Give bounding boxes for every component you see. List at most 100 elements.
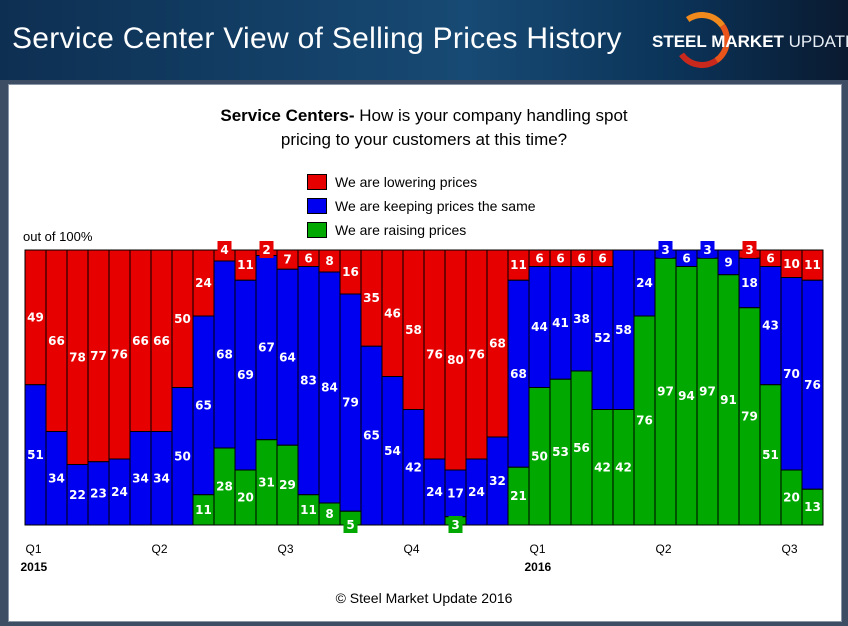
x-tick-label: Q2 (655, 542, 672, 556)
data-label-raising: 13 (804, 500, 821, 514)
data-label-raising: 79 (741, 409, 758, 423)
data-label-lowering: 66 (153, 334, 170, 348)
data-label-raising: 42 (615, 460, 632, 474)
data-label-same: 69 (237, 368, 254, 382)
legend-swatch-raising (307, 222, 327, 238)
data-label-lowering: 80 (447, 353, 464, 367)
data-label-same: 67 (258, 341, 275, 355)
data-label-same: 64 (279, 350, 296, 364)
data-label-same: 23 (90, 486, 107, 500)
legend-label-same: We are keeping prices the same (335, 198, 536, 214)
data-label-raising: 53 (552, 445, 569, 459)
data-label-lowering: 77 (90, 349, 107, 363)
data-label-raising: 97 (657, 385, 674, 399)
data-label-same: 6 (682, 251, 690, 265)
data-label-lowering: 58 (405, 323, 422, 337)
data-label-lowering: 35 (363, 291, 380, 305)
data-label-raising: 31 (258, 475, 275, 489)
data-label-raising: 56 (573, 441, 590, 455)
data-label-lowering: 78 (69, 350, 86, 364)
data-label-box-lowering (217, 241, 232, 258)
data-label-lowering: 7 (283, 253, 291, 267)
data-label-lowering: 10 (783, 257, 800, 271)
legend: We are lowering prices We are keeping pr… (307, 170, 536, 242)
data-label-lowering: 76 (468, 348, 485, 362)
data-label-same: 43 (762, 319, 779, 333)
x-tick-label: Q3 (781, 542, 798, 556)
data-label-same: 68 (510, 367, 527, 381)
data-label-raising: 20 (237, 491, 254, 505)
data-label-same: 58 (615, 323, 632, 337)
data-label-box-raising (343, 516, 358, 533)
data-label-same: 3 (661, 243, 669, 257)
data-label-lowering: 66 (132, 334, 149, 348)
data-label-same: 83 (300, 374, 317, 388)
data-label-lowering: 6 (598, 251, 606, 265)
data-label-raising: 76 (636, 414, 653, 428)
data-label-raising: 21 (510, 489, 527, 503)
data-label-same: 41 (552, 316, 569, 330)
data-label-raising: 3 (451, 518, 459, 532)
data-label-raising: 50 (531, 449, 548, 463)
data-label-lowering: 68 (489, 337, 506, 351)
data-label-lowering: 24 (195, 276, 212, 290)
legend-item-same: We are keeping prices the same (307, 194, 536, 218)
data-label-raising: 5 (346, 518, 354, 532)
x-tick-label: Q4 (403, 542, 420, 556)
x-year-label: 2015 (20, 560, 48, 574)
data-label-same: 9 (724, 255, 732, 269)
data-label-same: 34 (132, 471, 149, 485)
x-tick-label: Q1 (529, 542, 546, 556)
x-tick-label: Q3 (277, 542, 294, 556)
data-label-lowering: 6 (577, 251, 585, 265)
legend-item-raising: We are raising prices (307, 218, 536, 242)
data-label-lowering: 3 (745, 243, 753, 257)
data-label-same: 70 (783, 367, 800, 381)
legend-label-lowering: We are lowering prices (335, 174, 478, 190)
legend-item-lowering: We are lowering prices (307, 170, 536, 194)
data-label-lowering: 16 (342, 265, 359, 279)
data-label-lowering: 76 (426, 348, 443, 362)
data-label-same: 22 (69, 488, 86, 502)
data-label-lowering: 6 (556, 251, 564, 265)
data-label-raising: 29 (279, 478, 296, 492)
data-label-box-lowering (259, 241, 274, 258)
data-label-lowering: 6 (535, 251, 543, 265)
data-label-same: 65 (363, 429, 380, 443)
data-label-same: 42 (405, 460, 422, 474)
question-bold: Service Centers- (220, 106, 355, 125)
data-label-same: 54 (384, 444, 401, 458)
data-label-raising: 42 (594, 460, 611, 474)
data-label-raising: 28 (216, 480, 233, 494)
steel-market-update-logo: STEEL MARKET UPDATE (652, 7, 848, 73)
data-label-raising: 20 (783, 491, 800, 505)
x-tick-label: Q1 (25, 542, 42, 556)
data-label-box-raising (448, 516, 463, 533)
question-line2: pricing to your customers at this time? (280, 130, 568, 149)
data-label-raising: 11 (195, 503, 212, 517)
data-label-lowering: 50 (174, 312, 191, 326)
data-label-same: 24 (426, 485, 443, 499)
data-label-same: 65 (195, 398, 212, 412)
data-label-lowering: 4 (220, 243, 228, 257)
legend-label-raising: We are raising prices (335, 222, 467, 238)
data-label-lowering: 76 (111, 348, 128, 362)
chart-question: Service Centers- How is your company han… (0, 104, 848, 152)
data-label-lowering: 6 (304, 251, 312, 265)
data-label-same: 24 (468, 485, 485, 499)
data-label-box-lowering (742, 241, 757, 258)
y-axis-label: out of 100% (23, 229, 93, 244)
bar-segment-raising (801, 488, 824, 526)
data-label-same: 24 (111, 485, 128, 499)
question-line1: How is your company handling spot (354, 106, 628, 125)
data-label-same: 52 (594, 331, 611, 345)
data-label-lowering: 6 (766, 251, 774, 265)
data-label-raising: 8 (325, 507, 333, 521)
copyright: © Steel Market Update 2016 (335, 590, 513, 606)
data-label-same: 38 (573, 312, 590, 326)
data-label-same: 51 (27, 448, 44, 462)
data-label-box-same (658, 241, 673, 258)
data-label-lowering: 49 (27, 310, 44, 324)
data-label-lowering: 2 (262, 243, 270, 257)
